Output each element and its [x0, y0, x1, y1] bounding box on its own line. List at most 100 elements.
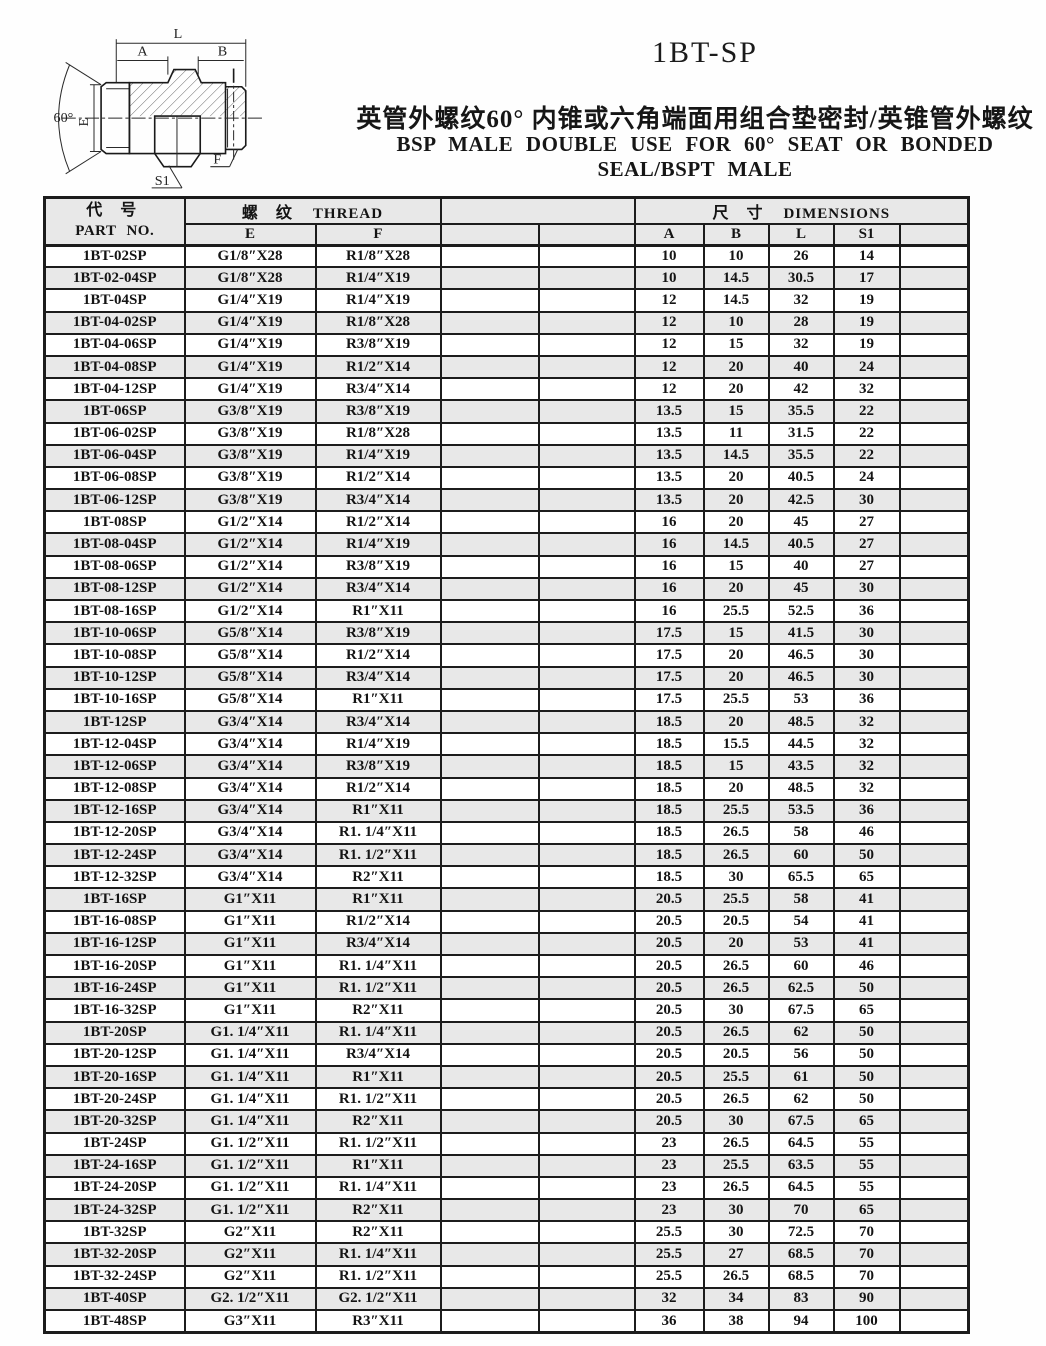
- cell-blank: [537, 998, 636, 1023]
- cell-dim-a: 13.5: [633, 488, 705, 513]
- cell-dim-l: 30.5: [767, 266, 835, 291]
- cell-dim-l: 53.5: [767, 798, 835, 823]
- cell-dim-a: 18.5: [633, 732, 705, 757]
- cell-dim-s1: 27: [832, 532, 901, 557]
- cell-blank: [537, 732, 636, 757]
- cell-thread-e: G1. 1/2″X11: [183, 1175, 317, 1201]
- cell-blank: [898, 909, 970, 934]
- cell-blank: [537, 820, 636, 846]
- cell-blank: [898, 399, 970, 424]
- cell-dim-a: 20.5: [633, 998, 705, 1023]
- cell-thread-f: R3/4″X14: [314, 377, 442, 402]
- table-row: 1BT-10-08SP G5/8″X14 R1/2″X14 17.5 20 46.5 30: [43, 643, 970, 668]
- table-row: 1BT-10-12SP G5/8″X14 R3/4″X14 17.5 20 46.5 30: [43, 665, 970, 690]
- cell-blank: [537, 243, 636, 269]
- cell-part-no: 1BT-06-08SP: [43, 465, 186, 491]
- cell-dim-l: 35.5: [767, 443, 835, 468]
- cell-thread-f: R1. 1/4″X11: [314, 1175, 442, 1201]
- cell-dim-s1: 100: [832, 1309, 901, 1334]
- cell-part-no: 1BT-16-08SP: [43, 909, 186, 934]
- cell-dim-s1: 36: [832, 687, 901, 712]
- cell-thread-f: R1. 1/2″X11: [314, 843, 442, 868]
- table-row: 1BT-08SP G1/2″X14 R1/2″X14 16 20 45 27: [43, 510, 970, 535]
- cell-dim-b: 20: [702, 377, 770, 402]
- table-row: 1BT-12SP G3/4″X14 R3/4″X14 18.5 20 48.5 32: [43, 709, 970, 735]
- cell-blank: [898, 1264, 970, 1289]
- cell-blank: [537, 598, 636, 624]
- cell-dim-s1: 22: [832, 421, 901, 446]
- cell-dim-l: 46.5: [767, 643, 835, 668]
- cell-thread-f: R2″X11: [314, 1198, 442, 1223]
- cell-dim-s1: 30: [832, 643, 901, 668]
- cell-dim-b: 10: [702, 310, 770, 335]
- cell-thread-f: R2″X11: [314, 865, 442, 890]
- cell-thread-e: G1″X11: [183, 887, 317, 912]
- cell-blank: [537, 953, 636, 979]
- cell-dim-a: 12: [633, 377, 705, 402]
- cell-blank: [537, 798, 636, 823]
- cell-blank: [439, 887, 540, 912]
- cell-thread-e: G3/8″X19: [183, 488, 317, 513]
- cell-part-no: 1BT-20-12SP: [43, 1042, 186, 1067]
- cell-part-no: 1BT-12-16SP: [43, 798, 186, 823]
- cell-blank: [439, 1309, 540, 1334]
- cell-part-no: 1BT-20-32SP: [43, 1109, 186, 1134]
- cell-blank: [439, 576, 540, 602]
- table-row: 1BT-16-08SP G1″X11 R1/2″X14 20.5 20.5 54 41: [43, 909, 970, 934]
- cell-dim-b: 20: [702, 643, 770, 668]
- cell-dim-b: 38: [702, 1309, 770, 1334]
- cell-dim-a: 23: [633, 1131, 705, 1156]
- dim-label-60deg: 60°: [54, 110, 74, 126]
- cell-blank: [898, 532, 970, 557]
- table-row: 1BT-06-08SP G3/8″X19 R1/2″X14 13.5 20 40.5 24: [43, 465, 970, 491]
- cell-dim-b: 26.5: [702, 1087, 770, 1112]
- cell-blank: [439, 776, 540, 801]
- cell-blank: [439, 1131, 540, 1156]
- cell-dim-s1: 65: [832, 1198, 901, 1223]
- cell-thread-f: R1/2″X14: [314, 643, 442, 668]
- cell-blank: [537, 465, 636, 491]
- cell-thread-f: R1/4″X19: [314, 266, 442, 291]
- cell-thread-f: R3/4″X14: [314, 1042, 442, 1067]
- cell-dim-l: 45: [767, 510, 835, 535]
- page-title: 1BT-SP: [652, 36, 758, 69]
- cell-blank: [537, 266, 636, 291]
- cell-dim-l: 58: [767, 820, 835, 846]
- cell-dim-b: 20: [702, 709, 770, 735]
- cell-part-no: 1BT-16-24SP: [43, 976, 186, 1001]
- cell-dim-l: 68.5: [767, 1264, 835, 1289]
- cell-blank: [898, 665, 970, 690]
- cell-thread-f: R1/2″X14: [314, 510, 442, 535]
- cell-part-no: 1BT-10-16SP: [43, 687, 186, 712]
- cell-blank: [898, 998, 970, 1023]
- cell-dim-l: 26: [767, 243, 835, 269]
- cell-blank: [537, 1286, 636, 1312]
- cell-thread-f: R1. 1/4″X11: [314, 953, 442, 979]
- cell-dim-a: 20.5: [633, 953, 705, 979]
- cell-thread-f: R3/4″X14: [314, 665, 442, 690]
- cell-thread-e: G1/2″X14: [183, 576, 317, 602]
- cell-dim-a: 16: [633, 598, 705, 624]
- cell-blank: [537, 1175, 636, 1201]
- cell-dim-b: 26.5: [702, 1020, 770, 1045]
- cell-thread-f: R1″X11: [314, 1153, 442, 1178]
- cell-dim-s1: 27: [832, 554, 901, 579]
- cell-dim-a: 20.5: [633, 931, 705, 957]
- header-col-blank: [537, 223, 636, 247]
- cell-dim-b: 30: [702, 1109, 770, 1134]
- cell-dim-s1: 55: [832, 1131, 901, 1156]
- header-thread-en: THREAD: [312, 206, 384, 222]
- cell-dim-a: 20.5: [633, 1020, 705, 1045]
- cell-thread-e: G1/2″X14: [183, 510, 317, 535]
- cell-dim-a: 12: [633, 332, 705, 357]
- cell-blank: [537, 1198, 636, 1223]
- cell-thread-e: G1/4″X19: [183, 288, 317, 313]
- cell-dim-l: 28: [767, 310, 835, 335]
- cell-dim-s1: 30: [832, 576, 901, 602]
- cell-dim-b: 25.5: [702, 1153, 770, 1178]
- table-row: 1BT-04-12SP G1/4″X19 R3/4″X14 12 20 42 32: [43, 377, 970, 402]
- cell-dim-b: 25.5: [702, 1064, 770, 1090]
- table-row: 1BT-04-02SP G1/4″X19 R1/8″X28 12 10 28 19: [43, 310, 970, 335]
- cell-blank: [537, 687, 636, 712]
- cell-dim-s1: 22: [832, 443, 901, 468]
